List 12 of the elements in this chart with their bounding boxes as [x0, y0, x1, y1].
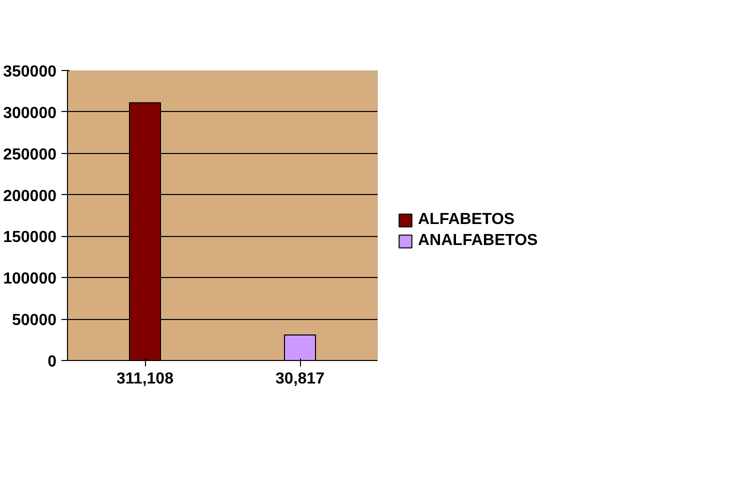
- y-tick-label: 150000: [3, 229, 57, 246]
- x-tick-label: 30,817: [276, 370, 325, 388]
- y-tick-label: 0: [48, 354, 57, 370]
- y-tick-label: 200000: [3, 188, 57, 205]
- legend-label: ANALFABETOS: [418, 232, 538, 250]
- y-tick-label: 50000: [12, 312, 57, 330]
- y-tick-label: 250000: [3, 146, 57, 164]
- legend-label: ALFABETOS: [418, 211, 515, 229]
- x-tick-label: 311,108: [116, 370, 174, 388]
- y-tick-label: 300000: [3, 104, 57, 122]
- y-tick-label: 350000: [3, 64, 57, 80]
- y-tick-label: 100000: [3, 270, 57, 288]
